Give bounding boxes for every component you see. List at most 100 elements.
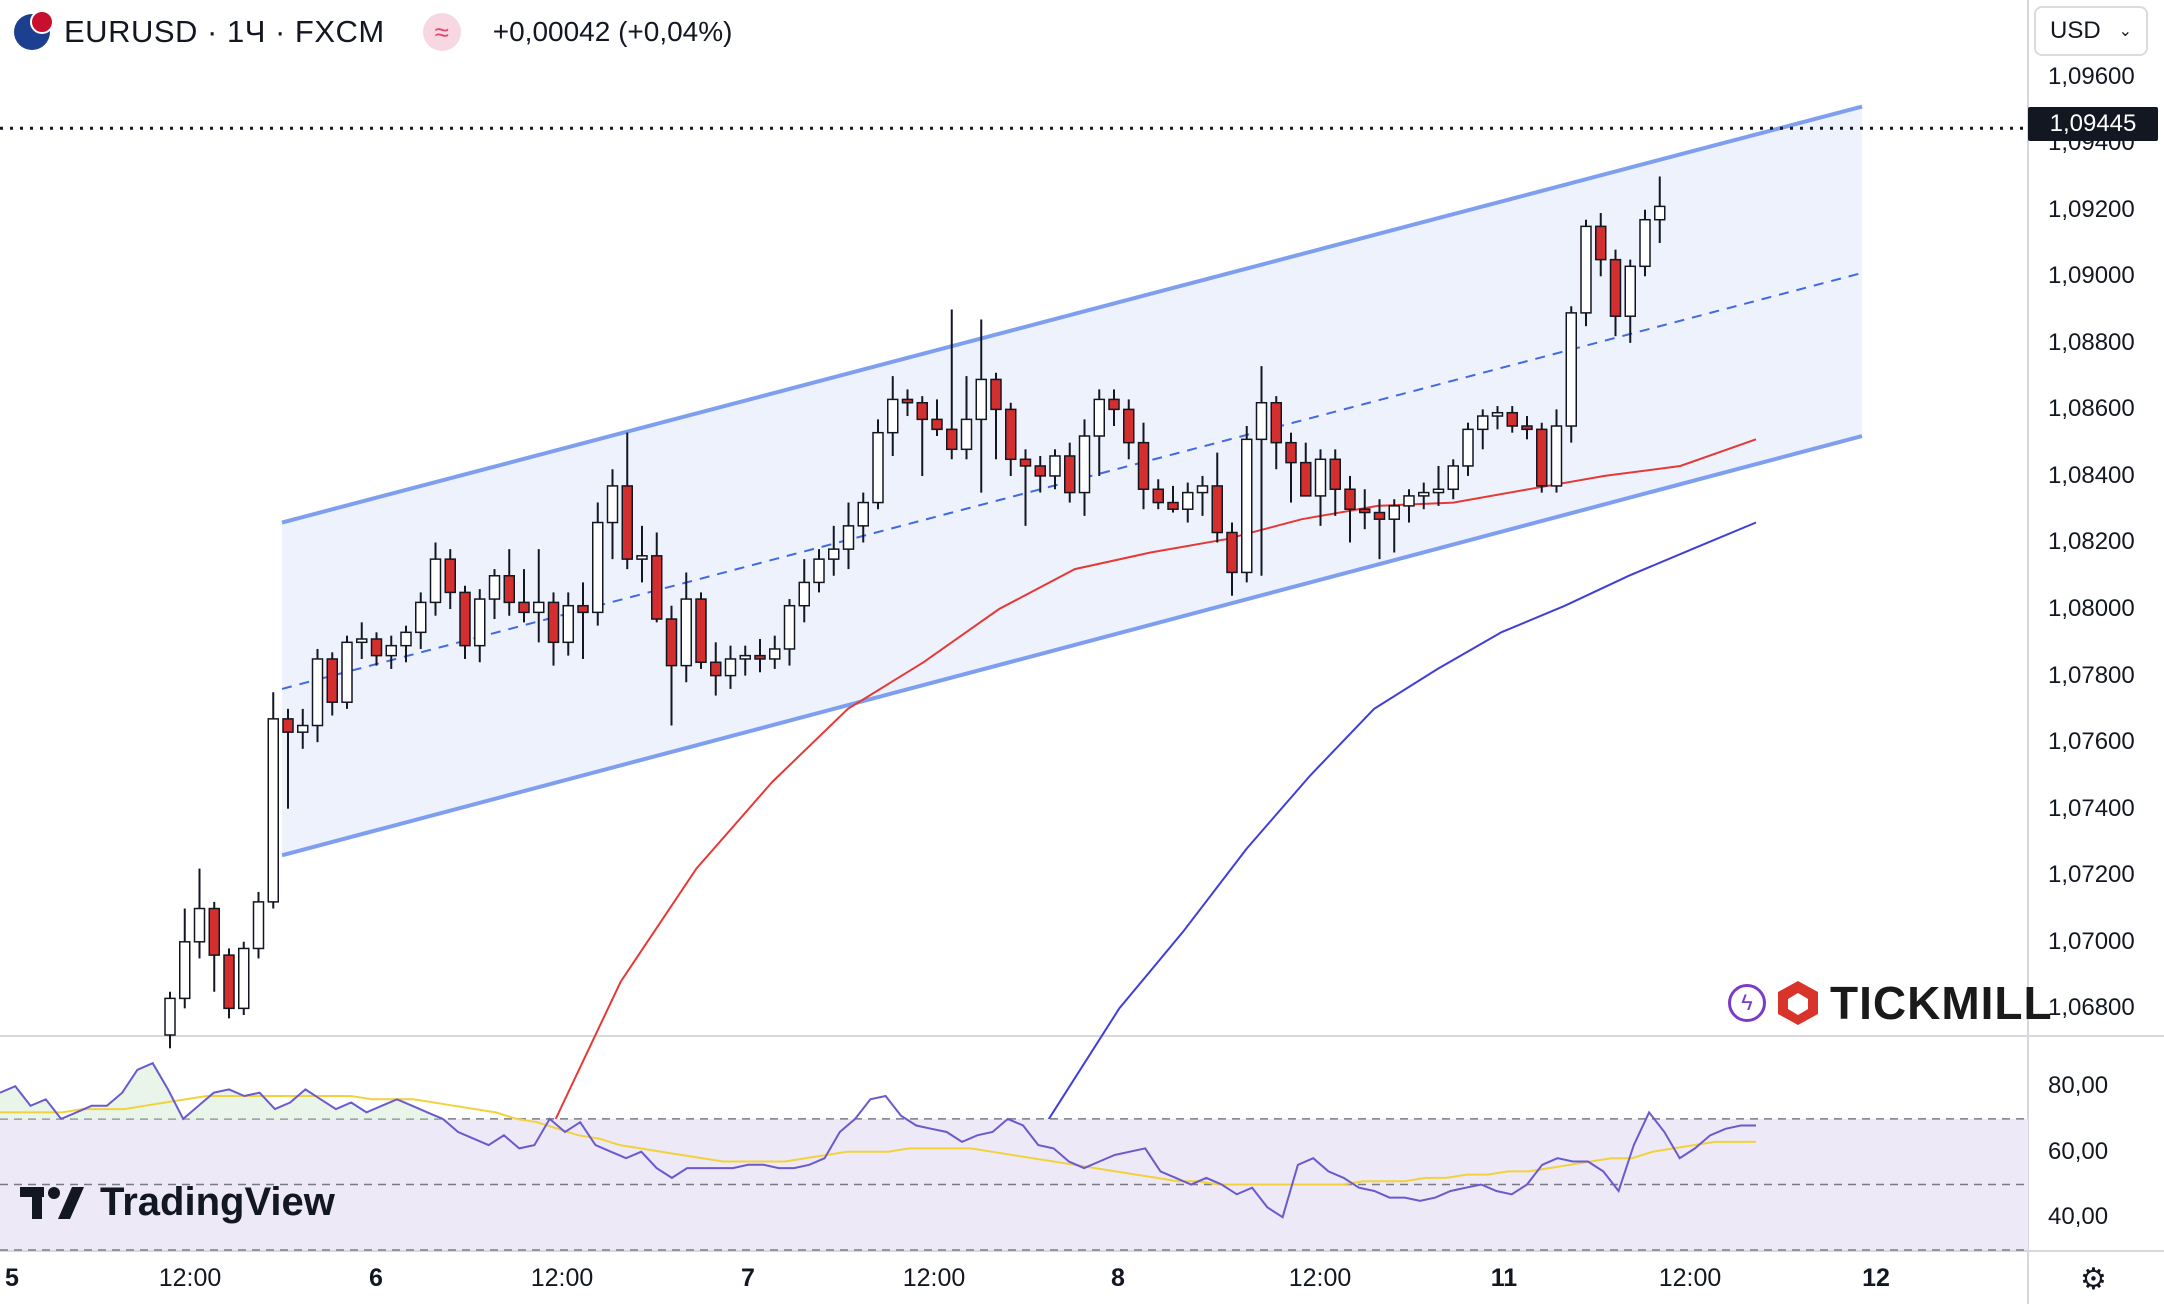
ma-slow-line	[991, 521, 1757, 1209]
candle-body	[739, 654, 751, 660]
candle	[1624, 259, 1636, 343]
candle	[960, 376, 973, 460]
rsi-tick-label: 60,00	[2048, 1137, 2109, 1165]
settings-icon[interactable]: ⚙	[2080, 1263, 2107, 1296]
candle-body	[415, 601, 427, 634]
candle-body	[769, 648, 781, 660]
candle-body	[1550, 425, 1563, 487]
candle-body	[238, 947, 250, 1010]
candle	[739, 645, 751, 676]
candle-body	[1521, 425, 1533, 431]
candle-body	[798, 581, 810, 607]
candle-body	[1432, 488, 1445, 494]
candle-body	[990, 378, 1002, 411]
price-tick-label: 1,07400	[2048, 794, 2135, 822]
candle	[1447, 459, 1459, 500]
candle-body	[1255, 401, 1268, 441]
candle-body	[179, 941, 191, 1000]
price-tick-label: 1,09000	[2048, 262, 2135, 290]
price-tick-label: 1,08200	[2048, 528, 2135, 556]
candle	[1137, 422, 1150, 510]
candle-body	[1093, 398, 1105, 437]
candle-body	[783, 604, 796, 650]
candle-body	[606, 485, 619, 524]
candle-body	[1270, 401, 1282, 444]
candle-body	[533, 601, 545, 614]
candle	[1536, 422, 1548, 493]
candle	[562, 592, 574, 656]
candle-body	[1034, 465, 1046, 477]
candle	[1270, 396, 1282, 470]
candle-body	[1152, 488, 1164, 504]
price-tick-label: 1,08600	[2048, 395, 2135, 423]
candle	[179, 908, 191, 1009]
candle	[1108, 389, 1120, 427]
candle	[990, 372, 1002, 460]
candle-body	[931, 418, 943, 431]
candle	[621, 432, 633, 570]
time-tick-label: 12:00	[530, 1264, 594, 1292]
currency-selector[interactable]: USD ⌄	[2034, 6, 2148, 56]
candle-body	[429, 558, 442, 604]
candle	[695, 592, 707, 669]
candle-body	[651, 555, 663, 620]
symbol-title[interactable]: EURUSD · 1Ч · FXCM	[64, 14, 385, 49]
candle-body	[1167, 501, 1179, 510]
candle	[1344, 475, 1356, 543]
candle-body	[562, 604, 574, 644]
candle	[1550, 409, 1563, 493]
price-tick-label: 1,07800	[2048, 661, 2135, 689]
candle	[651, 532, 663, 623]
candle	[1506, 406, 1518, 433]
candle	[488, 569, 501, 620]
candle-body	[1373, 511, 1386, 520]
candle	[577, 582, 589, 659]
candle	[783, 599, 796, 666]
candle	[1300, 442, 1312, 497]
candle-body	[1344, 488, 1356, 510]
candle-body	[1580, 225, 1592, 314]
candle-body	[356, 638, 368, 644]
candle-body	[665, 618, 678, 667]
candle	[1609, 249, 1622, 337]
candle-body	[1403, 495, 1415, 507]
candle	[946, 309, 958, 460]
candle	[311, 648, 324, 743]
candle	[1388, 499, 1400, 553]
indicator-icon[interactable]: ≈	[422, 13, 461, 51]
candles	[164, 176, 1666, 1049]
candle	[1314, 449, 1327, 526]
candle	[1064, 442, 1076, 503]
candle-body	[474, 598, 486, 647]
broker-watermark: TICKMILL	[1830, 977, 2053, 1029]
price-tick-label: 1,08800	[2048, 328, 2135, 356]
candle-body	[1226, 531, 1238, 574]
time-tick-label: 12:00	[902, 1264, 966, 1292]
candle-body	[252, 901, 265, 950]
candle-body	[1064, 455, 1076, 494]
candle	[547, 592, 560, 666]
price-channel	[0, 104, 2028, 858]
candle	[1462, 422, 1474, 476]
candle	[901, 389, 914, 417]
price-tick-label: 1,06800	[2048, 994, 2135, 1022]
candle	[400, 625, 412, 663]
candle-body	[1595, 225, 1607, 261]
candle-body	[975, 378, 987, 421]
candle-body	[385, 644, 397, 657]
time-tick-label: 12:00	[158, 1264, 222, 1292]
candle-body	[842, 525, 855, 550]
candle-body	[1078, 435, 1091, 494]
candle	[1226, 522, 1238, 596]
candle-body	[901, 398, 914, 404]
candle	[769, 635, 781, 669]
candle	[385, 635, 397, 669]
candle-body	[297, 724, 309, 733]
candle	[1565, 306, 1577, 443]
candle-body	[547, 601, 560, 644]
candle	[1093, 389, 1105, 476]
candle-body	[946, 428, 958, 451]
candle	[1432, 465, 1445, 506]
